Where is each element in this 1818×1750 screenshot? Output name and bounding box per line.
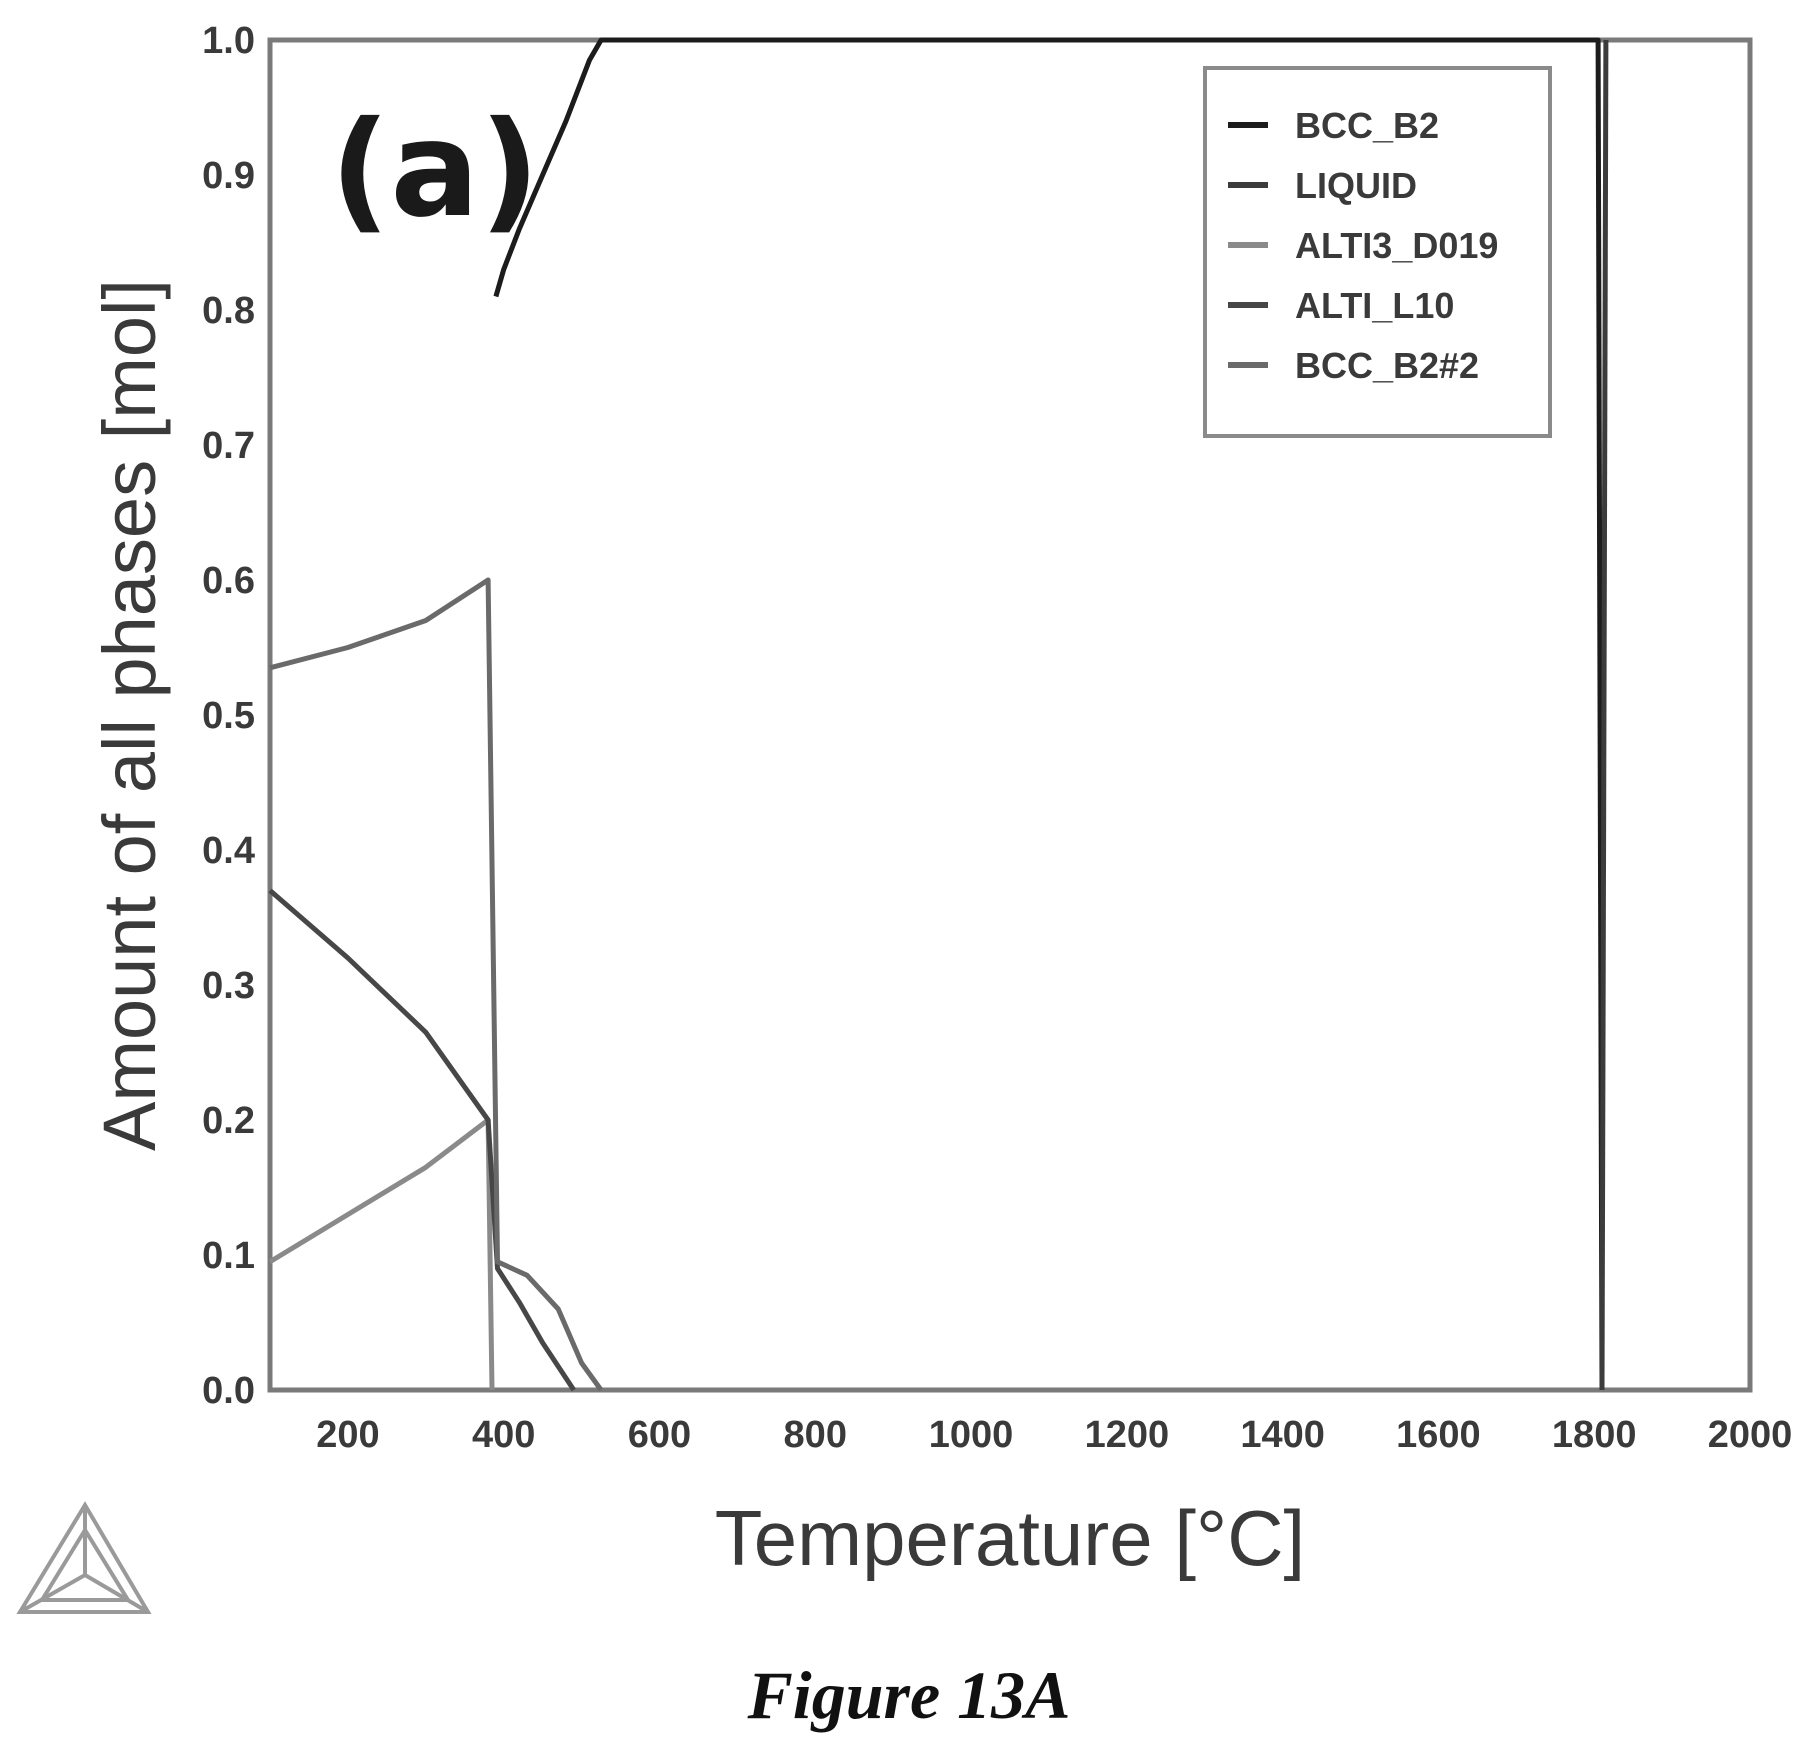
x-tick-label: 200 xyxy=(316,1414,379,1456)
x-tick-label: 1400 xyxy=(1240,1414,1325,1456)
series-layer xyxy=(268,37,1609,1392)
y-tick-label: 0.2 xyxy=(202,1100,255,1142)
legend-items: BCC_B2 LIQUID ALTI3_D019 ALTI_L10 BCC_B2#2 xyxy=(1228,105,1498,386)
legend-label: ALTI_L10 xyxy=(1295,285,1454,326)
y-tick-label: 1.0 xyxy=(202,20,255,62)
x-tick-label: 1000 xyxy=(929,1414,1014,1456)
plot-area xyxy=(267,37,1753,1393)
x-tick-label: 600 xyxy=(628,1414,691,1456)
y-tick-label: 0.0 xyxy=(202,1370,255,1412)
series-line-alti3-d019 xyxy=(268,1117,495,1391)
x-tick-label: 400 xyxy=(472,1414,535,1456)
panel-label: (a) xyxy=(330,93,540,247)
y-tick-label: 0.8 xyxy=(202,290,255,332)
y-tick-label: 0.5 xyxy=(202,695,255,737)
y-tick-label: 0.1 xyxy=(202,1235,255,1277)
x-tick-label: 1600 xyxy=(1396,1414,1481,1456)
x-tick-labels: 200 400 600 800 1000 1200 1400 1600 1800 2000 xyxy=(316,1414,1792,1456)
legend-box xyxy=(1203,66,1552,438)
legend-label: BCC_B2 xyxy=(1295,105,1439,146)
x-tick-label: 1200 xyxy=(1085,1414,1170,1456)
series-line-bcc-b2-2 xyxy=(269,577,604,1392)
series-line-bcc-b2 xyxy=(493,37,1605,1391)
y-axis-title: Amount of all phases [mol] xyxy=(88,279,171,1151)
triangle-logo-icon xyxy=(16,1501,152,1614)
x-tick-label: 1800 xyxy=(1552,1414,1637,1456)
series-line-alti-l10 xyxy=(268,888,576,1392)
x-tick-label: 800 xyxy=(784,1414,847,1456)
figure-caption: Figure 13A xyxy=(746,1657,1070,1733)
legend: BCC_B2 LIQUID ALTI3_D019 ALTI_L10 BCC_B2#2 xyxy=(1203,66,1552,438)
legend-label: BCC_B2#2 xyxy=(1295,345,1479,386)
y-tick-label: 0.4 xyxy=(202,830,255,872)
y-tick-label: 0.7 xyxy=(202,425,255,467)
x-axis-title: Temperature [°C] xyxy=(715,1494,1305,1582)
x-tick-label: 2000 xyxy=(1708,1414,1793,1456)
y-tick-labels: 0.0 0.1 0.2 0.3 0.4 0.5 0.6 0.7 0.8 0.9 1.0 xyxy=(202,20,255,1412)
legend-label: ALTI3_D019 xyxy=(1295,225,1498,266)
y-tick-label: 0.6 xyxy=(202,560,255,602)
y-tick-label: 0.9 xyxy=(202,155,255,197)
y-tick-label: 0.3 xyxy=(202,965,255,1007)
series-line-liquid xyxy=(1599,39,1609,1391)
legend-label: LIQUID xyxy=(1295,165,1417,206)
